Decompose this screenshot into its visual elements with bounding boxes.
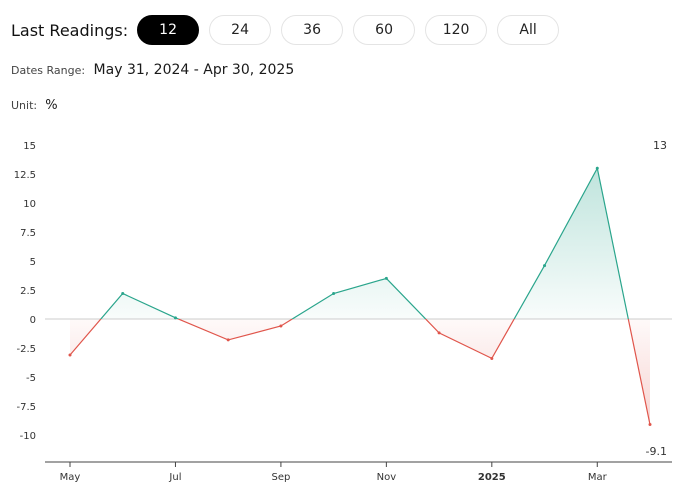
- dates-range-label: Dates Range:: [11, 64, 86, 77]
- x-tick-label: 2025: [478, 472, 506, 483]
- y-tick-label: 15: [23, 141, 36, 152]
- data-point: [279, 324, 283, 328]
- x-tick-label: Nov: [377, 472, 397, 483]
- positive-area: [70, 168, 650, 319]
- unit-info: Unit: %: [11, 98, 58, 113]
- y-tick-label: 0: [30, 315, 36, 326]
- x-tick-label: May: [60, 472, 81, 483]
- y-tick-label: 10: [23, 199, 36, 210]
- readings-option-12[interactable]: 12: [137, 15, 200, 45]
- readings-option-36[interactable]: 36: [281, 15, 344, 45]
- x-tick-label: Mar: [588, 472, 608, 483]
- x-tick-label: Sep: [271, 472, 290, 483]
- readings-toolbar: Last Readings: 12 24 36 60 120 All: [11, 14, 569, 46]
- data-point: [68, 353, 72, 357]
- y-tick-label: 7.5: [20, 228, 36, 239]
- data-point: [595, 166, 599, 170]
- readings-option-24[interactable]: 24: [209, 15, 272, 45]
- data-point: [437, 331, 441, 335]
- y-tick-label: -7.5: [16, 402, 36, 413]
- unit-value: %: [45, 98, 58, 113]
- max-value-label: 13: [653, 139, 667, 152]
- data-point: [490, 356, 494, 360]
- data-point: [173, 316, 177, 320]
- data-point: [648, 423, 652, 427]
- unit-label: Unit:: [11, 99, 38, 112]
- y-tick-label: -2.5: [16, 344, 36, 355]
- dates-range-value: May 31, 2024 - Apr 30, 2025: [93, 62, 295, 78]
- y-tick-label: -5: [26, 373, 36, 384]
- readings-option-60[interactable]: 60: [353, 15, 416, 45]
- dates-range: Dates Range: May 31, 2024 - Apr 30, 2025: [11, 62, 294, 78]
- x-tick-label: Jul: [168, 472, 181, 483]
- y-tick-label: 2.5: [20, 286, 36, 297]
- data-point: [384, 276, 388, 280]
- min-value-label: -9.1: [646, 445, 667, 458]
- y-tick-label: 5: [30, 257, 36, 268]
- data-point: [332, 291, 336, 295]
- readings-option-120[interactable]: 120: [425, 15, 488, 45]
- data-point: [226, 338, 230, 342]
- series-line-positive: [100, 166, 629, 319]
- data-point: [543, 264, 547, 268]
- readings-option-all[interactable]: All: [497, 15, 560, 45]
- readings-label: Last Readings:: [11, 20, 129, 40]
- data-point: [121, 291, 125, 295]
- y-tick-label: -10: [20, 431, 36, 442]
- y-tick-label: 12.5: [14, 170, 36, 181]
